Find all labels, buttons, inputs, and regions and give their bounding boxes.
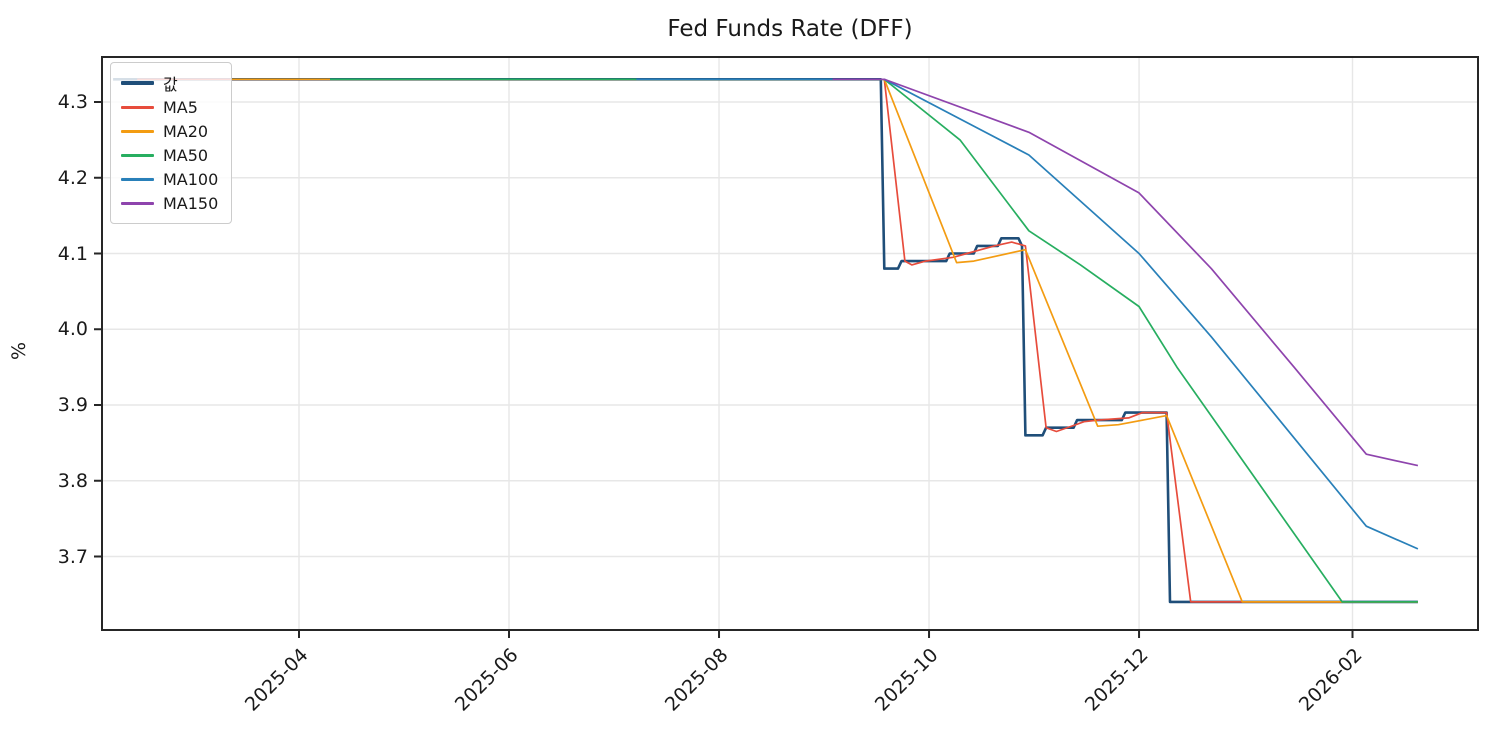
legend-line-swatch: [121, 201, 154, 205]
series-line-ma150: [832, 78, 1419, 467]
y-tick-label: 4.3: [57, 91, 88, 113]
chart-title: Fed Funds Rate (DFF): [667, 16, 913, 42]
legend-item: MA150: [121, 191, 219, 215]
legend-label: MA5: [163, 97, 198, 117]
legend-line-swatch: [121, 105, 154, 109]
y-tick-label: 4.2: [57, 166, 88, 189]
legend-line-swatch: [121, 177, 154, 181]
legend-label: MA20: [163, 121, 209, 141]
legend-item: MA50: [121, 143, 219, 167]
legend-line-swatch: [121, 153, 154, 157]
series-line-ma20: [230, 78, 1418, 603]
legend-item: MA5: [121, 95, 219, 119]
legend-label: MA150: [163, 193, 219, 213]
series-line-ma100: [636, 78, 1419, 550]
legend-label: MA50: [163, 145, 209, 165]
legend-label: MA100: [163, 169, 219, 189]
series-line-ma5: [137, 78, 1418, 603]
legend-item: 값: [121, 71, 219, 95]
plot-border: [101, 56, 1479, 631]
y-tick-label: 3.7: [57, 545, 88, 568]
y-tick-label: 4.0: [57, 318, 88, 341]
legend-line-swatch: [121, 81, 154, 85]
legend-item: MA100: [121, 167, 219, 191]
legend-line-swatch: [121, 129, 154, 133]
legend-item: MA20: [121, 119, 219, 143]
y-tick-label: 3.8: [57, 469, 88, 492]
legend: 값 MA5 MA20 MA50 MA100 MA150: [110, 62, 232, 224]
y-tick-label: 4.1: [57, 242, 88, 265]
series-line-ma50: [330, 78, 1418, 603]
series-line-value: [113, 78, 1418, 604]
y-tick-label: 3.9: [57, 394, 88, 416]
legend-label: 값: [163, 75, 178, 94]
